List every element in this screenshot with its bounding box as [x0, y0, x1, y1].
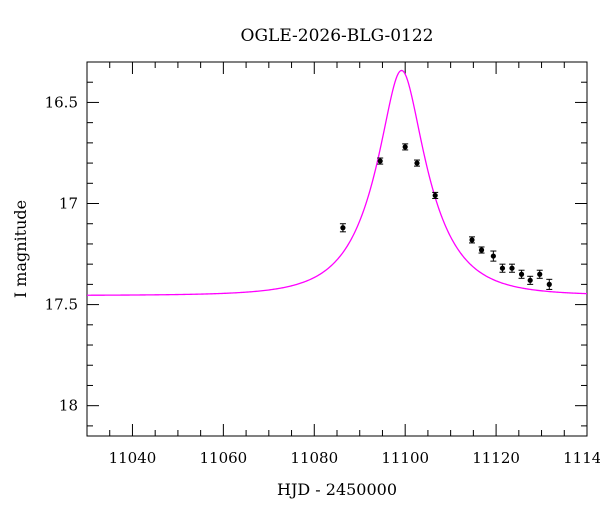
data-point — [509, 263, 515, 273]
chart-title: OGLE-2026-BLG-0122 — [241, 26, 434, 46]
data-point-marker — [340, 225, 346, 231]
x-tick-label: 11100 — [381, 449, 429, 467]
data-point — [414, 159, 420, 167]
x-tick-label: 11040 — [109, 449, 157, 467]
data-point-marker — [469, 237, 475, 243]
x-tick-label: 11080 — [290, 449, 338, 467]
y-tick-label: 17.5 — [45, 296, 78, 314]
x-tick-label: 11060 — [200, 449, 248, 467]
plot-frame — [86, 61, 588, 437]
data-point — [527, 275, 534, 285]
data-point — [432, 191, 439, 199]
data-points-layer — [339, 143, 553, 290]
data-point-marker — [478, 247, 485, 253]
data-point — [518, 269, 525, 279]
data-point — [478, 246, 485, 254]
data-point — [536, 269, 543, 279]
data-point-marker — [499, 265, 506, 271]
model-curve — [87, 69, 587, 296]
model-curve-layer — [87, 69, 587, 296]
x-tick-labels: 11040 11060 11080 11100 11120 11140 — [109, 449, 600, 467]
data-point — [546, 278, 553, 290]
axis-ticks — [86, 61, 588, 436]
data-point-marker — [546, 281, 552, 287]
data-point — [402, 143, 409, 151]
data-point-marker — [432, 192, 438, 199]
data-point — [377, 157, 384, 165]
data-point-marker — [527, 277, 533, 283]
data-point-marker — [537, 271, 543, 277]
y-tick-label: 17 — [59, 195, 78, 213]
data-point-marker — [414, 160, 420, 166]
data-point-marker — [490, 253, 496, 259]
data-point — [339, 223, 346, 233]
data-point-marker — [509, 265, 515, 271]
x-tick-label: 11120 — [472, 449, 520, 467]
y-axis-label: I magnitude — [11, 200, 30, 298]
data-point-marker — [402, 144, 408, 150]
data-point-marker — [377, 158, 383, 164]
data-point — [490, 250, 497, 262]
data-point — [499, 263, 506, 273]
y-tick-label: 16.5 — [45, 93, 78, 111]
y-tick-labels: 16.5 17 17.5 18 — [45, 93, 78, 414]
y-tick-label: 18 — [59, 397, 78, 415]
x-tick-label: 11140 — [563, 449, 600, 467]
x-axis-label: HJD - 2450000 — [277, 480, 397, 499]
data-point — [469, 236, 475, 244]
data-point-marker — [518, 271, 525, 277]
